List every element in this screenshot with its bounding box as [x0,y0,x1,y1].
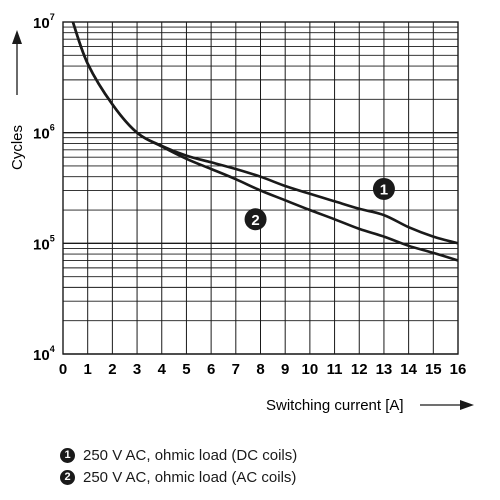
y-tick-label: 104 [33,344,55,364]
y-tick-label: 107 [33,12,55,32]
x-tick-label: 16 [450,361,467,378]
legend-marker: 2 [60,469,75,485]
legend-item: 1 250 V AC, ohmic load (DC coils) [60,444,480,466]
x-axis-arrowhead [460,400,474,410]
x-axis-label: Switching current [A] [266,397,404,414]
series [71,21,459,262]
annotations: 12 [244,177,395,231]
series-marker-label: 2 [251,212,259,229]
x-tick-label: 9 [281,361,289,378]
x-tick-label: 0 [59,361,67,378]
legend-item: 2 250 V AC, ohmic load (AC coils) [60,466,480,488]
series-marker-2 [244,208,267,231]
x-tick-label: 12 [351,361,368,378]
y-tick-label: 106 [33,123,55,143]
legend-label: 250 V AC, ohmic load (DC coils) [83,446,298,464]
x-tick-label: 13 [376,361,393,378]
legend-label: 250 V AC, ohmic load (AC coils) [83,468,297,486]
x-tick-label: 11 [327,361,343,378]
y-axis-ticks: 104 105 106 107 [33,12,55,364]
x-tick-label: 2 [108,361,116,378]
x-tick-label: 5 [182,361,190,378]
series-marker-1 [372,177,395,200]
y-axis-arrowhead [12,30,22,44]
x-axis-ticks: 0 1 2 3 4 5 6 7 8 9 10 11 12 13 14 15 16 [59,361,467,378]
x-tick-label: 15 [425,361,442,378]
x-tick-label: 6 [207,361,215,378]
plot-frame [62,21,459,355]
x-tick-label: 1 [84,361,92,378]
series-marker-label: 1 [380,181,388,198]
x-tick-label: 10 [302,361,319,378]
series-line-2 [71,21,459,262]
x-tick-label: 7 [232,361,240,378]
grid [62,22,459,355]
legend-marker: 1 [60,447,75,463]
x-tick-label: 8 [256,361,264,378]
x-tick-label: 14 [400,361,417,378]
y-axis-label: Cycles [9,125,26,170]
x-tick-label: 4 [158,361,167,378]
y-tick-label: 105 [33,233,55,253]
legend: 1 250 V AC, ohmic load (DC coils) 2 250 … [60,444,480,488]
x-tick-label: 3 [133,361,141,378]
